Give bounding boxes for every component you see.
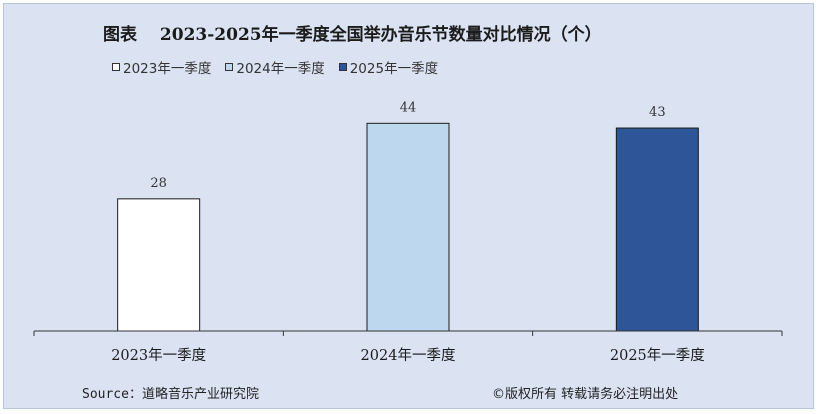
legend-item-2024: 2024年一季度 (225, 58, 325, 77)
data-label-2025年一季度: 43 (649, 105, 666, 120)
legend-label-2024: 2024年一季度 (236, 61, 325, 77)
bar-2024年一季度 (366, 122, 450, 332)
x-tick-label-2023年一季度: 2023年一季度 (111, 347, 206, 364)
legend-label-2025: 2025年一季度 (349, 61, 439, 77)
x-tick-label-2024年一季度: 2024年一季度 (361, 347, 456, 364)
copyright-note: ©版权所有 转载请务必注明出处 (492, 387, 679, 402)
legend: 2023年一季度 2024年一季度 2025年一季度 (112, 58, 439, 77)
legend-swatch-2023 (112, 63, 120, 71)
source-note: Source：道略音乐产业研究院 (82, 387, 259, 402)
x-tick-label-2025年一季度: 2025年一季度 (610, 347, 705, 364)
data-label-2024年一季度: 44 (400, 100, 417, 115)
legend-label-2023: 2023年一季度 (123, 61, 212, 77)
legend-item-2023: 2023年一季度 (112, 58, 212, 77)
legend-item-2025: 2025年一季度 (338, 58, 439, 77)
chart-title: 图表 2023-2025年一季度全国举办音乐节数量对比情况（个） (103, 25, 602, 45)
data-label-2023年一季度: 28 (150, 176, 167, 191)
bar-2023年一季度 (117, 198, 201, 332)
bar-2025年一季度 (615, 127, 699, 332)
legend-swatch-2024 (225, 63, 234, 71)
legend-swatch-2025 (338, 63, 347, 71)
